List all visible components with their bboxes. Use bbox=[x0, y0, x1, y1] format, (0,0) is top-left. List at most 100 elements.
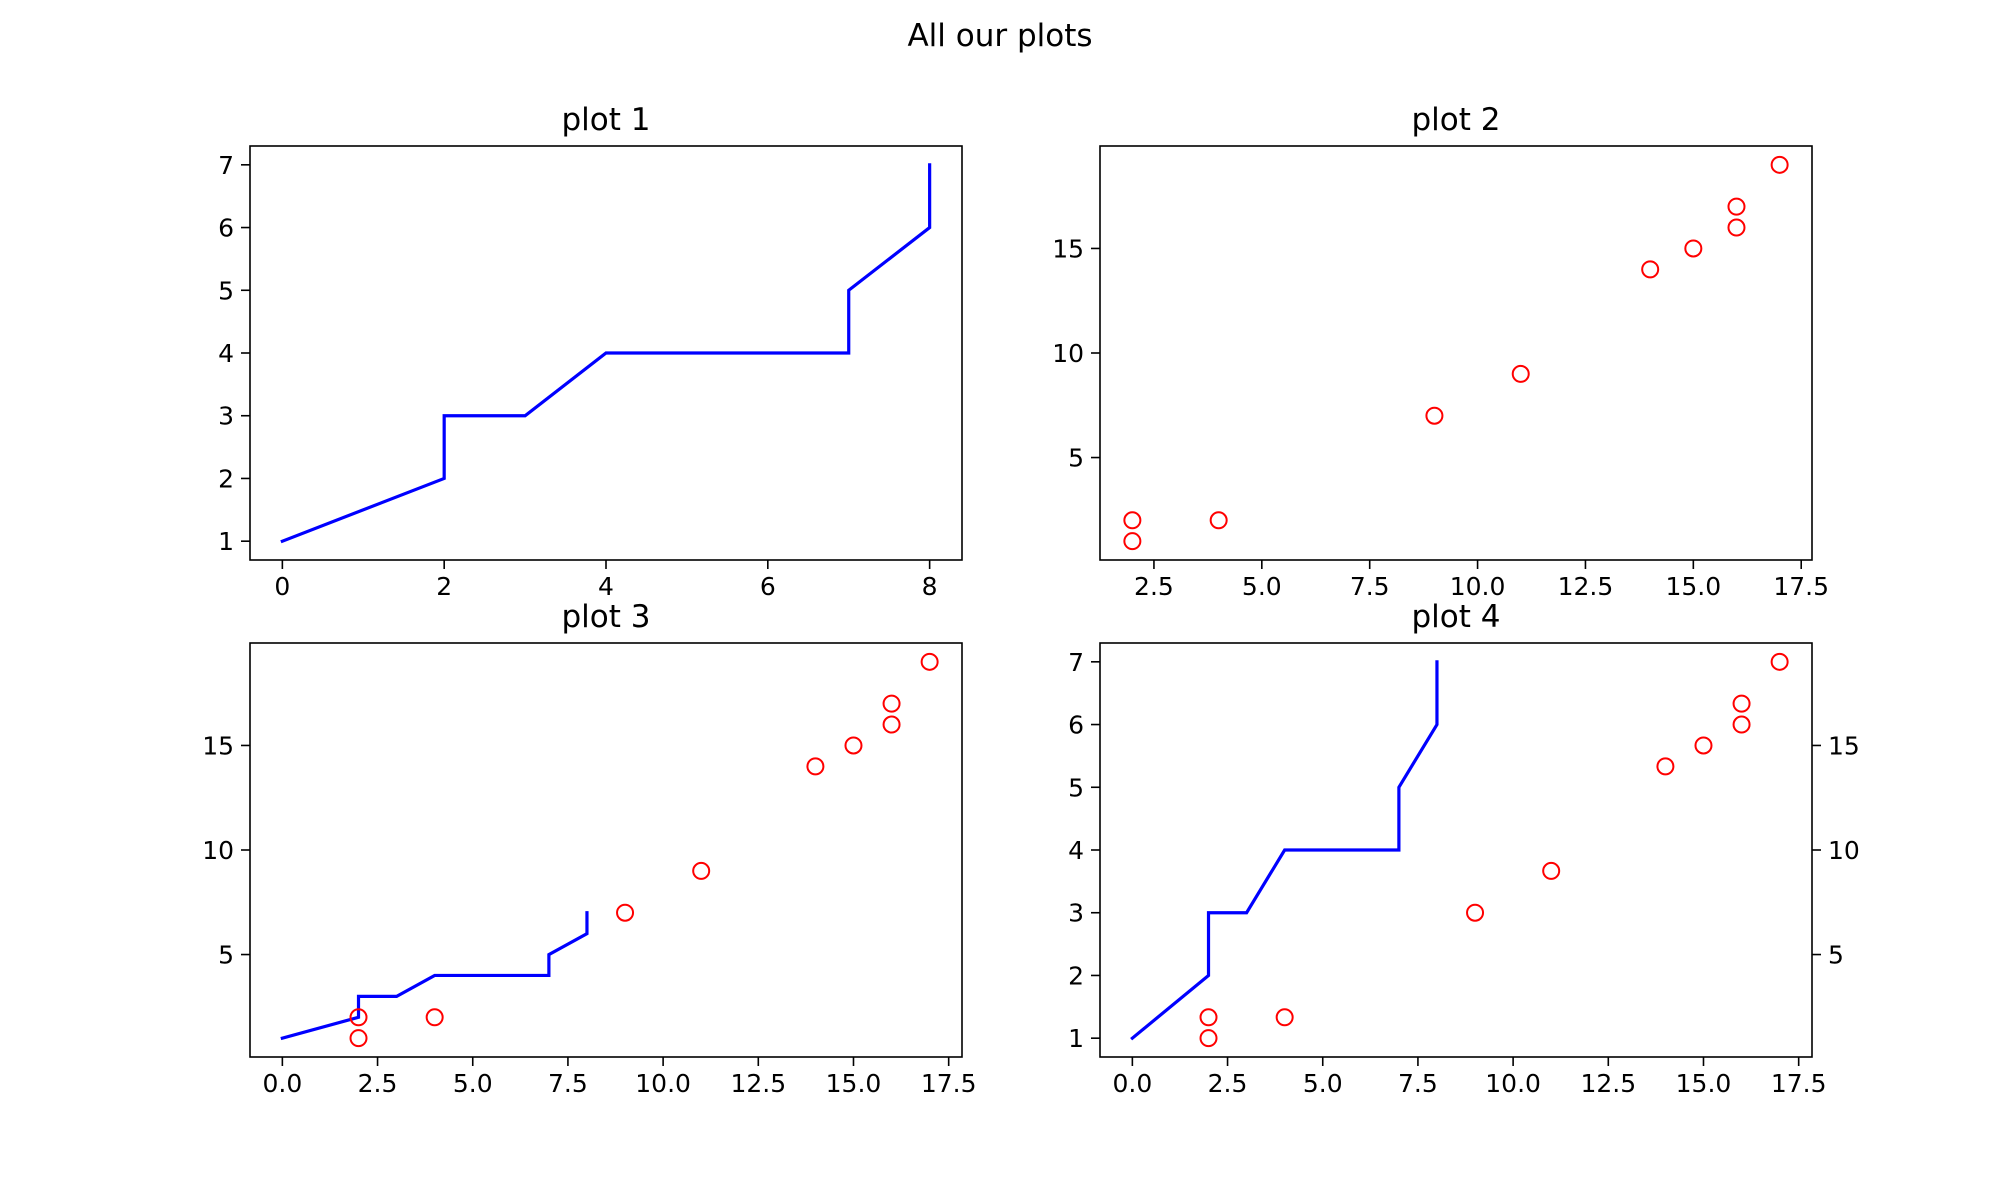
plot4-y2tick-label: 15 bbox=[1828, 731, 1860, 760]
plot2-scatter-point bbox=[1684, 239, 1703, 258]
plot4-axes: plot 4 0.0 2.5 5.0 7.5 10.0 12.5 15.0 17.5 1 2 3 4 5 6… bbox=[1068, 599, 1860, 1098]
plot1-xtick-label: 2 bbox=[436, 572, 452, 601]
plot2-ytick-label: 15 bbox=[1052, 234, 1084, 263]
plot1-ytick-label: 6 bbox=[218, 214, 234, 243]
plot4-ytick-label: 4 bbox=[1068, 836, 1084, 865]
plot3-scatter-point bbox=[882, 715, 901, 734]
plot3-xtick-label: 0.0 bbox=[262, 1069, 302, 1098]
plot4-ytick-label: 7 bbox=[1068, 648, 1084, 677]
plot4-y2tick-label: 10 bbox=[1828, 836, 1860, 865]
plot3-xtick-label: 7.5 bbox=[548, 1069, 588, 1098]
plot4-scatter-point bbox=[1199, 1008, 1218, 1027]
plot1-ytick-label: 3 bbox=[218, 402, 234, 431]
plot4-frame bbox=[1099, 642, 1813, 1058]
plot3-frame bbox=[249, 642, 963, 1058]
plot3-scatter-point bbox=[844, 736, 863, 755]
plot4-xtick-label: 0.0 bbox=[1112, 1069, 1152, 1098]
plot1-axes: plot 1 0 2 4 6 8 1 2 3 4 5 6 7 bbox=[218, 102, 963, 601]
plot1-xtick-label: 8 bbox=[922, 572, 938, 601]
plot4-y2tick-label: 5 bbox=[1828, 941, 1844, 970]
plot3-ytick-label: 15 bbox=[202, 731, 234, 760]
plot1-data bbox=[280, 163, 932, 544]
plot3-scatter-point bbox=[806, 757, 825, 776]
plot3-scatter-point bbox=[425, 1008, 444, 1027]
plot4-xtick-label: 15.0 bbox=[1676, 1069, 1732, 1098]
plot3-xtick-label: 10.0 bbox=[635, 1069, 691, 1098]
plot3-ytick-label: 5 bbox=[218, 941, 234, 970]
plot3-scatter-point bbox=[349, 1029, 368, 1048]
plot3-title: plot 3 bbox=[562, 599, 651, 635]
plot2-xtick-label: 10.0 bbox=[1450, 572, 1506, 601]
plot1-xtick-label: 4 bbox=[598, 572, 614, 601]
plot2-title: plot 2 bbox=[1412, 102, 1501, 138]
plot1-ytick-label: 5 bbox=[218, 276, 234, 305]
plot4-scatter-point bbox=[1732, 694, 1751, 713]
plot1-series-line bbox=[280, 163, 932, 544]
plot4-title: plot 4 bbox=[1412, 599, 1501, 635]
plot4-scatter-point bbox=[1466, 903, 1485, 922]
plot3-scatter-point bbox=[692, 861, 711, 880]
plot3-scatter-point bbox=[920, 652, 939, 671]
plot3-scatter-point bbox=[349, 1008, 368, 1027]
plot3-xtick-label: 17.5 bbox=[921, 1069, 977, 1098]
plot4-ytick-label: 1 bbox=[1068, 1024, 1084, 1053]
plot3-series-line bbox=[280, 911, 589, 1041]
plot1-xtick-label: 6 bbox=[760, 572, 776, 601]
plot3-ytick-label: 10 bbox=[202, 836, 234, 865]
plot4-scatter-point bbox=[1694, 736, 1713, 755]
figure-suptitle: All our plots bbox=[907, 18, 1093, 54]
plot4-ytick-label: 6 bbox=[1068, 711, 1084, 740]
plot4-scatter-point bbox=[1542, 861, 1561, 880]
plot4-xtick-label: 7.5 bbox=[1398, 1069, 1438, 1098]
plot2-xtick-label: 17.5 bbox=[1773, 572, 1829, 601]
plot4-data bbox=[1130, 652, 1789, 1048]
plot2-scatter-point bbox=[1123, 511, 1142, 530]
plot4-scatter-point bbox=[1275, 1008, 1294, 1027]
plot2-ytick-label: 5 bbox=[1068, 444, 1084, 473]
plot1-ytick-label: 1 bbox=[218, 527, 234, 556]
plot3-axes: plot 3 0.0 2.5 5.0 7.5 10.0 12.5 15.0 17.5 5 10 15 bbox=[202, 599, 976, 1098]
plot4-ytick-label: 2 bbox=[1068, 961, 1084, 990]
plot3-scatter-point bbox=[616, 903, 635, 922]
plot2-scatter-point bbox=[1727, 197, 1746, 216]
plot2-xtick-label: 2.5 bbox=[1134, 572, 1174, 601]
plot4-xtick-label: 10.0 bbox=[1485, 1069, 1541, 1098]
plot4-scatter-point bbox=[1656, 757, 1675, 776]
plot4-scatter-point bbox=[1199, 1029, 1218, 1048]
plot3-xtick-label: 12.5 bbox=[730, 1069, 786, 1098]
plot4-xtick-label: 2.5 bbox=[1208, 1069, 1248, 1098]
plot4-ytick-label: 3 bbox=[1068, 899, 1084, 928]
plot2-ytick-label: 10 bbox=[1052, 339, 1084, 368]
plot2-xtick-label: 15.0 bbox=[1665, 572, 1721, 601]
plot2-frame bbox=[1099, 145, 1813, 561]
plot2-xtick-label: 7.5 bbox=[1350, 572, 1390, 601]
plot2-scatter-point bbox=[1727, 218, 1746, 237]
plot4-xtick-label: 12.5 bbox=[1580, 1069, 1636, 1098]
plot4-ytick-label: 5 bbox=[1068, 773, 1084, 802]
plot3-xtick-label: 2.5 bbox=[358, 1069, 398, 1098]
plot1-xtick-label: 0 bbox=[274, 572, 290, 601]
plot4-scatter-point bbox=[1732, 715, 1751, 734]
plot3-xtick-label: 15.0 bbox=[826, 1069, 882, 1098]
plot1-ytick-label: 4 bbox=[218, 339, 234, 368]
plot1-frame bbox=[249, 145, 963, 561]
plot3-xtick-label: 5.0 bbox=[453, 1069, 493, 1098]
plot2-xtick-label: 5.0 bbox=[1242, 572, 1282, 601]
plot2-scatter-point bbox=[1770, 155, 1789, 174]
plot2-axes: plot 2 2.5 5.0 7.5 10.0 12.5 15.0 17.5 5 10 15 bbox=[1052, 102, 1829, 601]
plot2-data bbox=[1123, 155, 1789, 551]
plot2-xtick-label: 12.5 bbox=[1558, 572, 1614, 601]
plot1-ytick-label: 7 bbox=[218, 151, 234, 180]
plot2-scatter-point bbox=[1641, 260, 1660, 279]
plot4-xtick-label: 17.5 bbox=[1771, 1069, 1827, 1098]
plot3-scatter-point bbox=[882, 694, 901, 713]
plot3-data bbox=[280, 652, 939, 1048]
plot1-ytick-label: 2 bbox=[218, 464, 234, 493]
plot2-scatter-point bbox=[1511, 364, 1530, 383]
plot1-title: plot 1 bbox=[562, 102, 651, 138]
plot2-scatter-point bbox=[1209, 511, 1228, 530]
plot4-xtick-label: 5.0 bbox=[1303, 1069, 1343, 1098]
plot2-scatter-point bbox=[1425, 406, 1444, 425]
